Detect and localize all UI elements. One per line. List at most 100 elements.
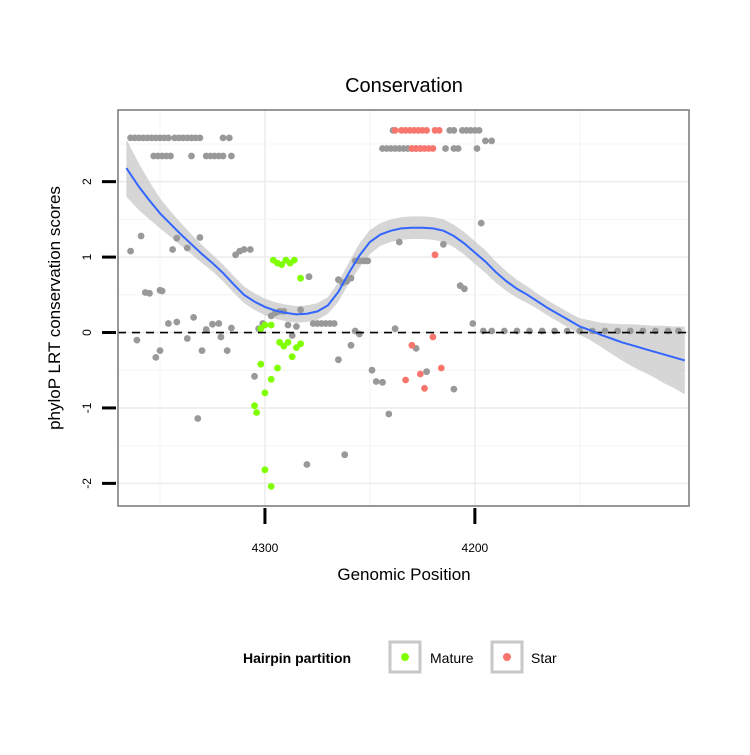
data-point-other — [127, 247, 134, 255]
data-point-other — [288, 332, 296, 339]
data-point-mature — [267, 321, 275, 329]
data-point-other — [158, 287, 166, 295]
data-point-other — [513, 327, 521, 335]
data-point-other — [664, 327, 672, 335]
data-point-other — [423, 368, 430, 376]
x-tick-label: 4200 — [462, 541, 489, 555]
data-point-other — [303, 461, 311, 468]
data-point-other — [500, 327, 508, 335]
data-point-other — [477, 219, 485, 227]
panel-border — [117, 109, 690, 507]
data-point-other — [488, 327, 496, 335]
y-tick-label: 0 — [80, 329, 94, 336]
legend: Hairpin partition Mature Star — [243, 640, 557, 674]
legend-label-mature: Mature — [430, 650, 474, 666]
data-point-other — [183, 335, 191, 342]
y-tick-label: -2 — [80, 478, 94, 489]
data-point-other — [196, 134, 204, 142]
confidence-ribbon — [126, 139, 685, 395]
data-point-star — [429, 333, 437, 341]
chart-title: Conservation — [345, 75, 463, 97]
data-point-other — [293, 323, 300, 330]
data-point-other — [219, 152, 227, 160]
data-point-other — [473, 145, 481, 152]
data-point-other — [469, 320, 477, 327]
data-point-other — [169, 246, 177, 253]
data-point-other — [379, 378, 386, 386]
legend-title: Hairpin partition — [243, 650, 351, 666]
data-point-mature — [253, 409, 260, 416]
data-point-other — [152, 354, 160, 361]
data-point-other — [246, 246, 254, 253]
data-point-other — [488, 137, 496, 145]
data-point-other — [454, 145, 462, 152]
data-point-star — [408, 341, 416, 349]
smooth-trend-line — [125, 167, 686, 362]
data-point-other — [183, 244, 191, 252]
data-point-other — [137, 232, 145, 240]
data-point-other — [194, 415, 202, 422]
data-point-star — [416, 370, 424, 378]
data-point-other — [551, 327, 558, 335]
data-point-mature — [274, 364, 281, 372]
data-point-other — [251, 372, 258, 380]
y-tick-label: -1 — [80, 402, 94, 413]
data-point-mature — [261, 389, 269, 397]
data-point-other — [223, 347, 231, 354]
data-point-other — [202, 326, 210, 333]
data-point-other — [228, 324, 235, 332]
data-point-other — [482, 137, 489, 145]
y-tick-label: 1 — [80, 253, 94, 260]
smooth-line-layer — [125, 167, 686, 362]
y-axis: -2 -1 0 1 2 — [80, 178, 116, 489]
x-axis-label: Genomic Position — [337, 565, 470, 584]
data-point-other — [215, 320, 223, 327]
data-point-other — [356, 330, 363, 338]
data-point-other — [675, 327, 682, 335]
data-point-other — [601, 327, 609, 335]
data-point-other — [284, 321, 292, 329]
data-point-star — [437, 364, 445, 372]
y-tick-label: 2 — [80, 178, 94, 185]
data-point-other — [385, 410, 393, 418]
data-point-other — [652, 327, 659, 335]
points-layer — [127, 126, 682, 490]
data-point-star — [435, 126, 443, 134]
legend-label-star: Star — [531, 650, 557, 666]
data-point-other — [440, 240, 447, 248]
data-point-other — [146, 289, 153, 297]
data-point-other — [563, 327, 571, 335]
data-point-other — [538, 327, 546, 335]
data-point-star — [391, 126, 399, 134]
data-point-other — [450, 126, 458, 134]
data-point-other — [156, 347, 164, 354]
data-point-other — [364, 257, 372, 265]
legend-dot-mature — [401, 653, 409, 661]
confidence-ribbon-layer — [126, 139, 685, 395]
x-tick-label: 4300 — [252, 541, 279, 555]
data-point-mature — [257, 360, 265, 368]
x-axis: 4300 4200 — [252, 508, 489, 555]
data-point-other — [479, 327, 487, 335]
data-point-other — [217, 333, 225, 341]
data-point-other — [173, 234, 181, 242]
data-point-mature — [288, 353, 296, 361]
data-point-other — [173, 318, 181, 326]
data-point-other — [450, 385, 458, 393]
data-point-other — [165, 134, 172, 142]
data-point-star — [421, 384, 428, 392]
data-point-other — [240, 246, 248, 253]
data-point-other — [391, 325, 399, 333]
data-point-other — [219, 134, 227, 142]
data-point-mature — [284, 338, 292, 346]
data-point-other — [133, 336, 141, 344]
data-point-other — [167, 152, 174, 160]
data-point-other — [639, 327, 647, 335]
data-point-other — [368, 366, 376, 374]
data-point-other — [198, 347, 206, 354]
y-axis-label: phyloP LRT conservation scores — [45, 186, 64, 430]
data-point-other — [297, 306, 304, 314]
data-point-other — [347, 341, 355, 349]
